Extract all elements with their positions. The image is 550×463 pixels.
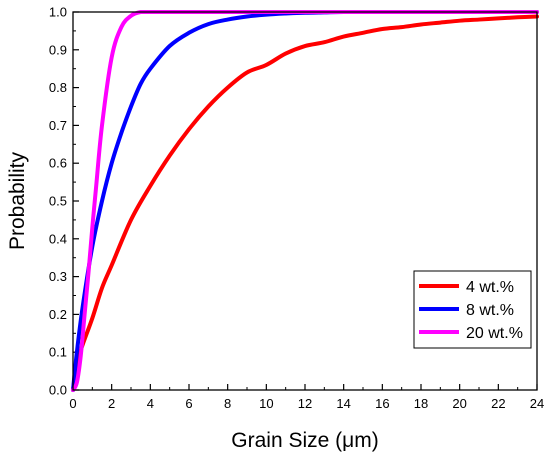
x-tick-label: 14 [336, 396, 350, 411]
y-axis-ticks: 0.0 0.1 0.2 0.3 0.4 0.5 0.6 0.7 0.8 0.9 1.0 [49, 5, 79, 398]
x-tick-label: 20 [452, 396, 466, 411]
y-tick-label: 0.4 [49, 231, 67, 246]
y-tick-label: 0.8 [49, 80, 67, 95]
x-tick-label: 0 [69, 396, 76, 411]
plot-frame [72, 11, 538, 391]
y-tick-label: 1.0 [49, 5, 67, 20]
y-axis-label: Probability [6, 151, 29, 250]
x-tick-label: 2 [108, 396, 115, 411]
x-tick-label: 24 [530, 396, 544, 411]
x-tick-label: 18 [414, 396, 428, 411]
y-tick-label: 0.5 [49, 194, 67, 209]
y-tick-label: 0.7 [49, 118, 67, 133]
y-tick-label: 0.1 [49, 345, 67, 360]
x-tick-label: 22 [491, 396, 505, 411]
x-tick-label: 12 [298, 396, 312, 411]
legend: 4 wt.% 8 wt.% 20 wt.% [413, 270, 532, 349]
x-tick-label: 4 [147, 396, 154, 411]
y-tick-label: 0.6 [49, 156, 67, 171]
y-tick-label: 0.3 [49, 269, 67, 284]
x-axis-label: Grain Size (μm) [231, 429, 378, 452]
x-tick-label: 16 [375, 396, 389, 411]
x-tick-label: 8 [224, 396, 231, 411]
y-tick-label: 0.0 [49, 383, 67, 398]
legend-label: 4 wt.% [466, 279, 514, 296]
y-tick-label: 0.9 [49, 42, 67, 57]
x-axis-ticks: 0 2 4 6 8 10 12 14 16 18 20 22 24 [69, 384, 544, 411]
series-line-0 [71, 14, 539, 392]
x-tick-label: 6 [185, 396, 192, 411]
y-tick-label: 0.2 [49, 307, 67, 322]
x-tick-label: 10 [259, 396, 273, 411]
legend-label: 8 wt.% [466, 302, 514, 319]
legend-label: 20 wt.% [466, 325, 523, 342]
